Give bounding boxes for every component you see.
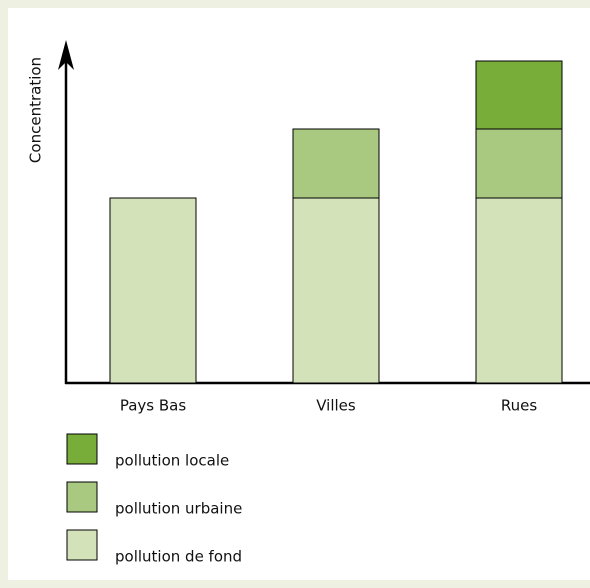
legend-label: pollution locale bbox=[115, 452, 229, 470]
bar-segment bbox=[475, 197, 563, 384]
y-axis-arrow bbox=[58, 40, 74, 70]
bar-segment bbox=[292, 128, 380, 199]
legend-label: pollution de fond bbox=[115, 548, 242, 566]
bar-segment bbox=[292, 197, 380, 384]
x-tick-label: Rues bbox=[501, 397, 537, 415]
legend-swatch bbox=[66, 481, 98, 513]
x-tick-label: Villes bbox=[316, 397, 356, 415]
bar-segment bbox=[475, 60, 563, 130]
legend-swatch bbox=[66, 529, 98, 561]
bar-segment bbox=[109, 197, 197, 384]
legend-label: pollution urbaine bbox=[115, 500, 242, 518]
bar-segment bbox=[475, 128, 563, 199]
x-tick-label: Pays Bas bbox=[120, 397, 187, 415]
y-axis-label: Concentration bbox=[27, 57, 45, 163]
legend-swatch bbox=[66, 433, 98, 465]
